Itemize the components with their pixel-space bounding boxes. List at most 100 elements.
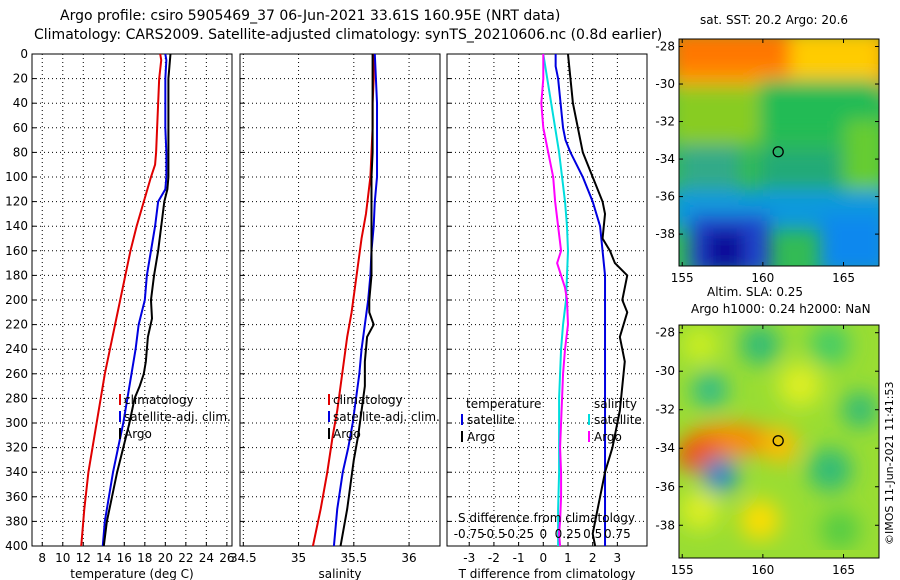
map-y-tick-label: -28: [655, 326, 675, 340]
sla-map: Altim. SLA: 0.25 Argo h1000: 0.24 h2000:…: [655, 285, 880, 577]
sla-title-line-2: Argo h1000: 0.24 h2000: NaN: [691, 302, 871, 316]
y-tick-label: 320: [5, 441, 28, 455]
legend-entry: Argo: [467, 430, 495, 444]
x-tick-label: 10: [55, 551, 70, 565]
map-y-tick-label: -36: [655, 480, 675, 494]
series-line-satellite-adj-clim-: [332, 53, 379, 547]
legend-entry: Argo: [124, 427, 152, 441]
x-tick-label: 26: [219, 551, 234, 565]
x-tick-label: 12: [76, 551, 91, 565]
difference-panel: -3 -2 -1 0 1 2 3 T difference from climatology t…: [446, 53, 648, 580]
legend-title-salinity: salinity: [594, 397, 637, 411]
series-line-argo: [339, 54, 375, 547]
y-tick-label: 20: [13, 72, 28, 86]
map-y-tick-label: -34: [655, 152, 675, 166]
x-tick-label: 2: [589, 551, 597, 565]
x-tick-label: 1: [564, 551, 572, 565]
y-tick-label: 0: [20, 47, 28, 61]
y-tick-label: 120: [5, 195, 28, 209]
salinity-difference-tick-label: 0.25: [555, 527, 582, 541]
x-tick-label: -3: [463, 551, 475, 565]
x-tick-label: -2: [488, 551, 500, 565]
salinity-difference-tick-label: -0.25: [503, 527, 534, 541]
y-tick-label: 40: [13, 96, 28, 110]
map-y-tick-label: -28: [655, 40, 675, 54]
title-line-1: Argo profile: csiro 5905469_37 06-Jun-20…: [60, 8, 560, 24]
x-tick-label: 20: [158, 551, 173, 565]
sst-argo-marker: [772, 146, 784, 158]
temperature-panel: 8 10 12 14 16 18 20 22 24 26020406080100120140160…: [5, 47, 234, 580]
y-tick-label: 380: [5, 514, 28, 528]
y-tick-label: 360: [5, 490, 28, 504]
map-y-tick-label: -32: [655, 115, 675, 129]
y-tick-label: 400: [5, 539, 28, 553]
map-y-tick-label: -36: [655, 190, 675, 204]
salinity-difference-tick-label: 0.5: [583, 527, 602, 541]
x-axis-label: temperature (deg C): [70, 567, 193, 580]
title-line-2: Climatology: CARS2009. Satellite-adjuste…: [34, 27, 662, 43]
y-tick-label: 220: [5, 318, 28, 332]
y-tick-label: 100: [5, 170, 28, 184]
legend-entry: Argo: [333, 427, 361, 441]
sla-map-axes: -28 -30 -32 -34 -36 -38 155 160 165: [655, 325, 879, 577]
series-line-climatology: [80, 53, 163, 547]
y-tick-label: 300: [5, 416, 28, 430]
x-tick-label: 0: [539, 551, 547, 565]
legend-title-temperature: temperature: [466, 397, 541, 411]
x-tick-label: 24: [199, 551, 214, 565]
map-x-tick-label: 165: [832, 563, 855, 577]
sla-title-line-1: Altim. SLA: 0.25: [707, 285, 803, 299]
sst-map-axes: -28 -30 -32 -34 -36 -38 155 160 165: [655, 39, 879, 285]
map-x-tick-label: 155: [671, 271, 694, 285]
x-tick-label: 8: [38, 551, 46, 565]
y-tick-label: 340: [5, 465, 28, 479]
x-tick-label: 36: [401, 551, 416, 565]
x-tick-label: 16: [117, 551, 132, 565]
map-y-tick-label: -30: [655, 77, 675, 91]
legend-entry: Argo: [594, 430, 622, 444]
x-tick-label: -1: [513, 551, 525, 565]
y-tick-label: 200: [5, 293, 28, 307]
sla-field: [679, 325, 879, 558]
series-line-s-satellite: [542, 53, 569, 546]
map-x-tick-label: 160: [751, 563, 774, 577]
sla-argo-marker: [772, 435, 784, 447]
legend-entry: satellite-adj. clim.: [124, 410, 231, 424]
series-line-t-argo: [566, 53, 629, 547]
series-line-t-satellite: [554, 54, 607, 546]
salinity-difference-tick-label: -0.75: [454, 527, 485, 541]
series-line-s-argo: [540, 54, 569, 547]
series-line-satellite-adj-clim-: [101, 53, 168, 547]
map-y-tick-label: -38: [655, 227, 675, 241]
salinity-difference-tick-label: 0.75: [604, 527, 631, 541]
y-tick-label: 60: [13, 121, 28, 135]
salinity-difference-axis-label: S difference from climatology: [458, 511, 635, 525]
x-tick-label: 22: [178, 551, 193, 565]
sst-map: sat. SST: 20.2 Argo: 20.6 -28 -30 -32 -34 -3…: [655, 13, 880, 285]
x-axis-label: salinity: [318, 567, 361, 580]
series-line-argo: [102, 53, 172, 547]
salinity-difference-tick-label: -0.5: [482, 527, 505, 541]
map-x-tick-label: 155: [671, 563, 694, 577]
legend-entry: climatology: [333, 393, 403, 407]
y-tick-label: 180: [5, 268, 28, 282]
map-x-tick-label: 160: [751, 271, 774, 285]
y-tick-label: 260: [5, 367, 28, 381]
map-x-tick-label: 165: [832, 271, 855, 285]
y-tick-label: 240: [5, 342, 28, 356]
sst-field: [679, 39, 879, 266]
y-tick-label: 140: [5, 219, 28, 233]
x-tick-label: 3: [614, 551, 622, 565]
salinity-panel: 34.5 35 35.5 36 salinity climatology satellite…: [230, 53, 441, 580]
map-y-tick-label: -30: [655, 364, 675, 378]
legend-entry: satellite-adj. clim.: [333, 410, 440, 424]
legend-entry: satellite: [467, 413, 515, 427]
x-tick-label: 14: [96, 551, 111, 565]
map-y-tick-label: -34: [655, 441, 675, 455]
salinity-difference-tick-label: 0: [539, 527, 547, 541]
map-y-tick-label: -38: [655, 518, 675, 532]
y-tick-label: 80: [13, 145, 28, 159]
credit-text: ©IMOS 11-Jun-2021 11:41:53: [883, 381, 896, 545]
x-tick-label: 18: [137, 551, 152, 565]
